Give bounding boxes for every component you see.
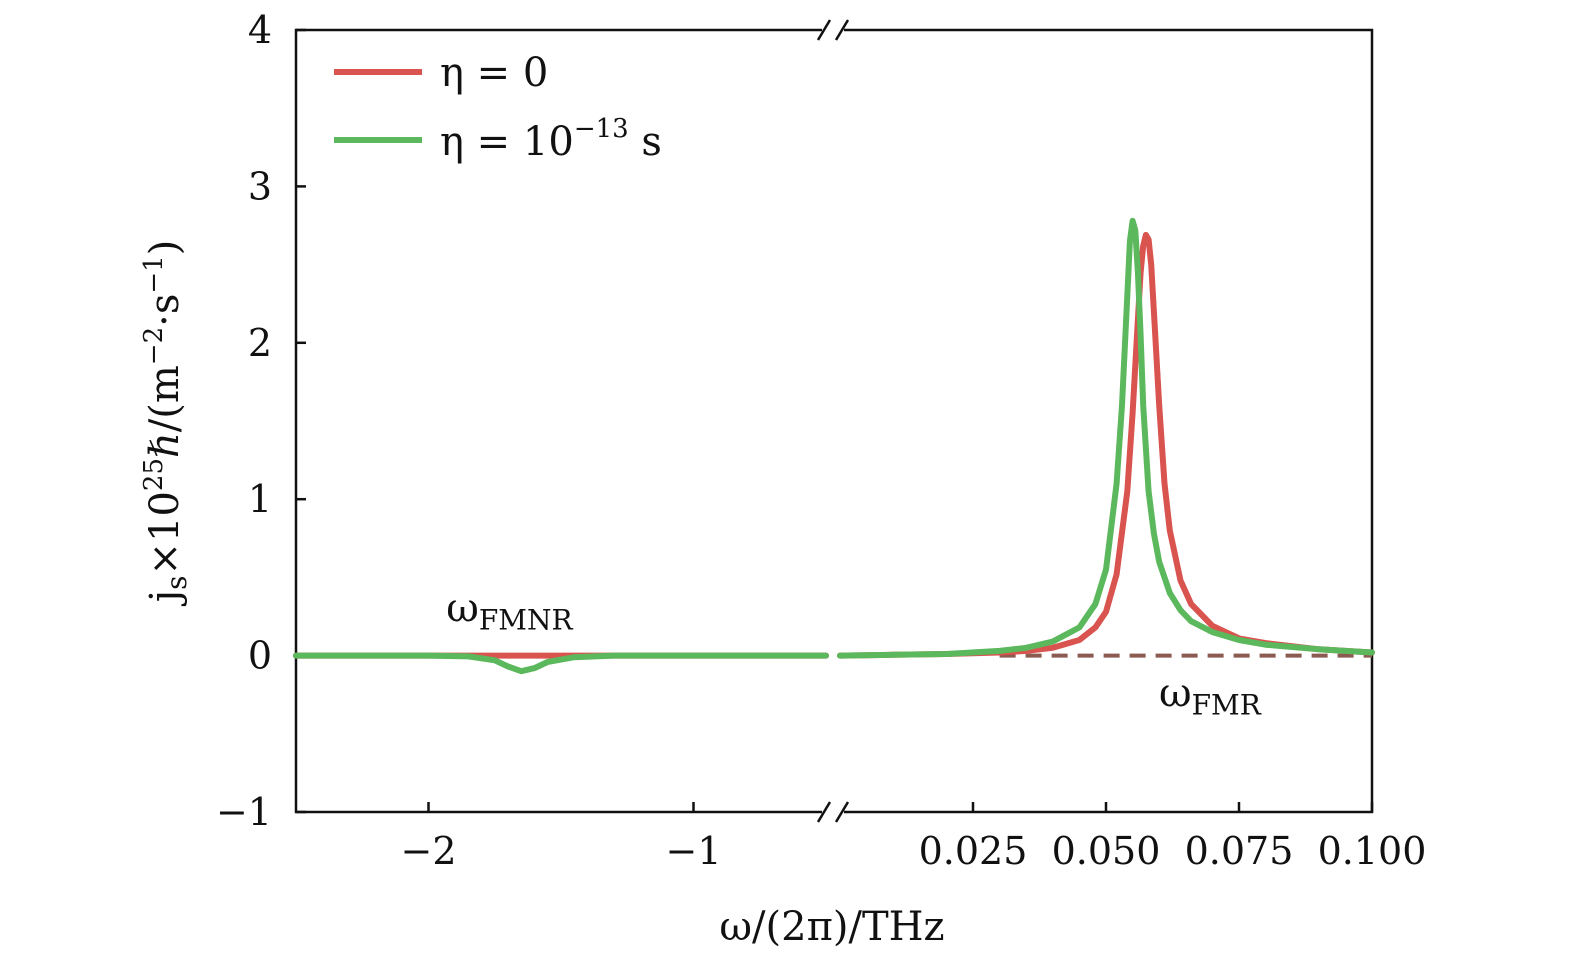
y-axis-label: js×1025ℏ/(m−2·s−1): [139, 240, 193, 607]
y-axis-ticks: −1 0 1 2 3 4: [216, 8, 306, 834]
x-tick-label: 0.025: [919, 829, 1028, 873]
y-tick-label: 0: [248, 634, 272, 678]
x-axis-label: ω/(2π)/THz: [719, 904, 944, 950]
annotation-fmr: ωFMR: [1159, 671, 1262, 722]
x-tick-label: −2: [400, 829, 456, 873]
break-mark-top-1: [816, 19, 832, 41]
y-tick-label: −1: [216, 790, 272, 834]
legend: η = 0 η = 10−13 s: [334, 50, 662, 165]
y-tick-label: 3: [248, 164, 272, 208]
x-tick-label: −1: [665, 829, 721, 873]
y-tick-label: 2: [248, 321, 272, 365]
x-axis-ticks: −2 −1 0.025 0.050 0.075 0.100: [400, 802, 1426, 873]
x-tick-label: 0.075: [1185, 829, 1294, 873]
legend-label-eta-0: η = 0: [440, 50, 548, 96]
series-group: [293, 217, 1375, 675]
legend-label-eta-1e-13: η = 10−13 s: [440, 114, 662, 165]
series-1-right-line: [837, 217, 1375, 659]
x-tick-label: 0.050: [1052, 829, 1161, 873]
axis-break-gap-top: [822, 24, 844, 36]
break-mark-bottom-2: [834, 801, 850, 823]
y-tick-label: 4: [248, 8, 272, 52]
series-1-left-line: [293, 652, 829, 675]
break-mark-bottom-1: [816, 801, 832, 823]
axis-break-marks: [816, 19, 850, 823]
y-tick-label: 1: [248, 477, 272, 521]
annotation-fmnr: ωFMNR: [446, 585, 573, 636]
series-0-right-line: [837, 231, 1375, 659]
x-tick-label: 0.100: [1318, 829, 1427, 873]
axis-break-gap-bottom: [822, 806, 844, 818]
break-mark-top-2: [834, 19, 850, 41]
